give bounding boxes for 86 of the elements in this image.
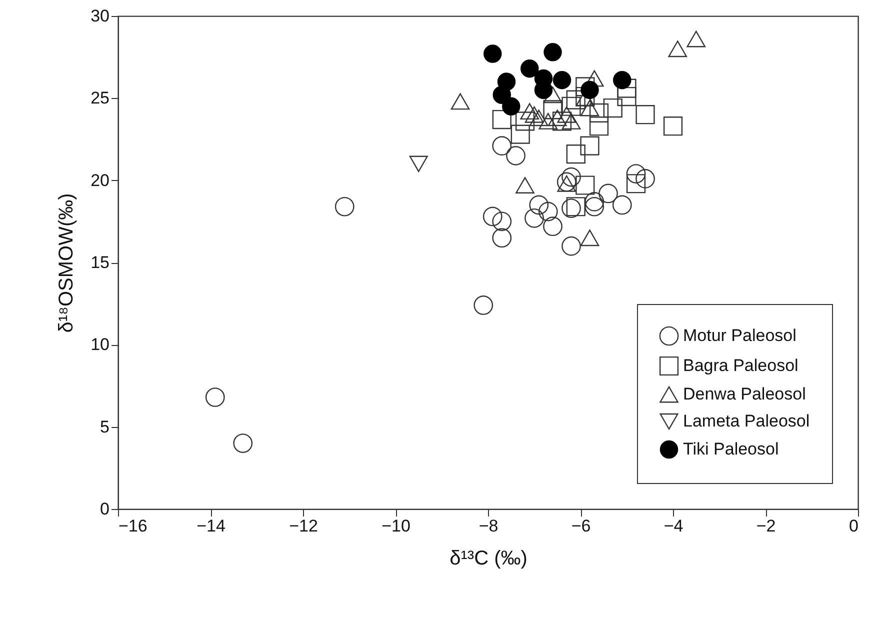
point — [506, 146, 526, 166]
point — [482, 206, 502, 226]
y-tick-label: 5 — [100, 417, 110, 436]
point — [492, 228, 512, 248]
point — [552, 70, 572, 90]
point — [566, 197, 586, 216]
point — [233, 434, 253, 453]
point — [584, 196, 604, 216]
x-tick-label: −8 — [478, 516, 498, 536]
point — [524, 106, 544, 123]
point — [636, 105, 655, 124]
legend-label: Denwa Paleosol — [683, 384, 806, 404]
point — [589, 116, 609, 136]
x-tick-label: −10 — [382, 516, 410, 536]
point — [626, 174, 646, 194]
point — [598, 184, 618, 204]
point — [492, 136, 512, 156]
point — [544, 43, 562, 62]
point — [205, 388, 225, 407]
point — [576, 176, 595, 195]
y-tick-label: 10 — [90, 335, 110, 354]
point — [552, 112, 572, 131]
point — [474, 296, 494, 315]
point — [562, 198, 581, 218]
point — [520, 59, 539, 78]
point — [543, 86, 562, 104]
x-axis-title: δ¹³C (‰) — [450, 548, 528, 570]
point — [566, 90, 586, 110]
point — [580, 80, 599, 100]
x-tick-label: −6 — [571, 516, 591, 536]
point — [334, 196, 354, 216]
point — [543, 216, 562, 236]
point — [686, 30, 706, 48]
point — [580, 230, 600, 246]
legend-label: Tiki Paleosol — [683, 440, 779, 458]
point — [492, 110, 512, 130]
point — [636, 169, 655, 188]
legend-label: Motur Paleosol — [683, 326, 796, 345]
point — [612, 195, 632, 215]
point — [520, 103, 540, 120]
y-tick-label: 25 — [90, 88, 110, 108]
point — [663, 116, 683, 136]
point — [492, 212, 512, 232]
point — [516, 177, 534, 194]
legend-label: Bagra Paleosol — [683, 356, 798, 375]
point — [557, 106, 576, 123]
point — [562, 112, 581, 130]
point — [492, 86, 511, 104]
point — [515, 112, 535, 131]
point — [524, 208, 544, 228]
point — [668, 40, 688, 58]
point — [603, 98, 622, 118]
point — [409, 156, 428, 172]
x-tick-label: −16 — [118, 516, 148, 536]
point — [450, 93, 470, 110]
y-tick-label: 0 — [100, 500, 110, 518]
point — [566, 144, 586, 164]
point — [484, 44, 502, 63]
point — [562, 96, 581, 116]
legend-label: Lameta Paleosol — [683, 412, 810, 430]
point — [617, 86, 636, 106]
y-tick-label: 15 — [90, 253, 110, 272]
point — [626, 164, 646, 184]
x-tick-label: 0 — [849, 516, 858, 536]
point — [548, 110, 567, 126]
x-tick-label: −14 — [196, 516, 226, 536]
point — [538, 202, 558, 222]
point — [562, 236, 581, 256]
point — [580, 136, 600, 156]
point — [562, 167, 581, 187]
x-tick-label: −4 — [664, 516, 684, 536]
x-tick-label: −12 — [289, 516, 318, 536]
point — [529, 110, 548, 126]
point — [613, 70, 632, 90]
point — [580, 100, 600, 116]
point — [589, 103, 609, 122]
point — [543, 100, 562, 120]
x-tick-label: −2 — [756, 516, 776, 536]
y-tick-label: 30 — [90, 6, 110, 26]
point — [510, 124, 530, 144]
point — [538, 112, 558, 130]
y-tick-label: 20 — [90, 170, 110, 190]
point — [502, 97, 520, 116]
point — [529, 195, 549, 215]
y-axis-title: δ¹⁸OSMOW(‰) — [56, 193, 78, 333]
point — [584, 192, 604, 212]
